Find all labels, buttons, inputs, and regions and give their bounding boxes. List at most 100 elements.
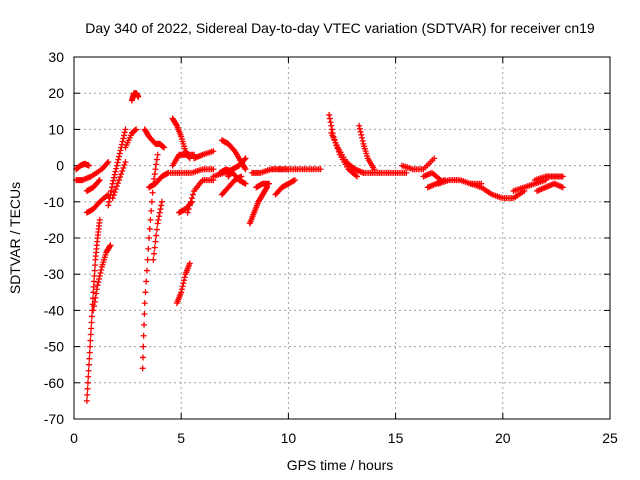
data-point-arc-03 xyxy=(92,262,99,269)
data-point-arc-43 xyxy=(559,184,566,191)
data-point-arc-11 xyxy=(153,161,160,168)
data-point-arc-04 xyxy=(96,276,103,283)
data-point-arc-07 xyxy=(108,187,115,194)
data-point-arc-07 xyxy=(111,171,118,178)
data-point-arc-04 xyxy=(90,307,97,314)
data-point-arc-03 xyxy=(91,273,98,280)
grid-lines xyxy=(74,57,610,419)
data-point-arc-08 xyxy=(112,186,119,193)
data-point-arc-03 xyxy=(88,313,95,320)
y-tick-labels: 30 20 10 0 -10 -20 -30 -40 -50 -60 -70 xyxy=(44,49,64,427)
data-point-arc-34 xyxy=(356,122,363,129)
data-point-arc-13 xyxy=(151,244,158,251)
data-point-arc-34 xyxy=(357,128,364,135)
y-tick-label: -30 xyxy=(44,266,64,282)
data-point-arc-11 xyxy=(152,166,159,173)
data-point-arc-03 xyxy=(88,319,95,326)
data-point-arc-26 xyxy=(242,180,249,187)
data-point-arc-03 xyxy=(83,397,90,404)
data-point-arc-04 xyxy=(93,290,100,297)
data-point-arc-08 xyxy=(113,183,120,190)
x-tick-label: 10 xyxy=(281,430,297,446)
x-tick-label: 25 xyxy=(602,430,618,446)
data-point-arc-06 xyxy=(95,178,102,185)
data-point-arc-34 xyxy=(359,137,366,144)
data-point-arc-03 xyxy=(91,267,98,274)
data-point-arc-25 xyxy=(241,156,248,163)
data-point-arc-08 xyxy=(120,165,127,172)
y-tick-label: 30 xyxy=(48,49,64,65)
data-point-arc-32 xyxy=(328,122,335,129)
data-point-arc-03 xyxy=(90,289,97,296)
data-point-arc-07 xyxy=(122,126,129,133)
data-point-arc-11 xyxy=(140,343,147,350)
data-point-arc-07 xyxy=(119,138,126,145)
data-point-arc-11 xyxy=(146,235,153,241)
data-point-arc-04 xyxy=(94,282,101,289)
data-point-arc-13 xyxy=(154,220,161,227)
data-point-arc-07 xyxy=(117,147,124,154)
data-point-arc-09 xyxy=(133,126,140,133)
data-point-arc-25 xyxy=(242,155,249,162)
data-point-arc-03 xyxy=(88,325,95,332)
data-point-arc-07 xyxy=(115,156,122,163)
data-point-arc-11 xyxy=(139,354,146,361)
data-point-arc-23 xyxy=(241,165,248,172)
data-point-arc-32 xyxy=(326,115,333,122)
data-point-arc-20 xyxy=(189,191,196,198)
data-point-arc-01 xyxy=(86,162,93,169)
data-point-arc-20 xyxy=(184,209,191,216)
data-point-arc-13 xyxy=(150,256,157,263)
data-point-arc-07 xyxy=(121,129,128,136)
data-point-arc-03 xyxy=(87,343,94,350)
data-point-arc-11 xyxy=(143,267,150,274)
y-tick-label: -10 xyxy=(44,194,64,210)
data-point-arc-08 xyxy=(117,174,124,181)
data-point-arc-23 xyxy=(230,146,237,153)
data-point-arc-11 xyxy=(142,289,149,296)
data-point-arc-11 xyxy=(141,321,148,328)
data-point-arc-11 xyxy=(154,151,161,158)
plot-frame xyxy=(73,56,611,420)
data-point-arc-10 xyxy=(135,93,142,100)
data-point-arc-04 xyxy=(98,266,105,273)
data-point-arc-20 xyxy=(187,198,194,205)
data-point-arc-32 xyxy=(326,111,333,118)
data-point-arc-07 xyxy=(114,159,121,166)
data-point-arc-04 xyxy=(92,294,99,301)
data-point-arc-02 xyxy=(105,158,112,165)
data-point-arc-08 xyxy=(109,195,116,202)
data-point-arc-08 xyxy=(119,168,126,175)
data-point-arc-11 xyxy=(149,189,156,196)
data-point-arc-11 xyxy=(147,216,154,223)
data-point-arc-11 xyxy=(148,198,155,205)
y-tick-label: 10 xyxy=(48,121,64,137)
y-tick-label: 20 xyxy=(48,85,64,101)
data-point-arc-32 xyxy=(354,173,361,180)
data-point-arc-07 xyxy=(113,165,120,172)
x-tick-label: 5 xyxy=(177,430,185,446)
data-point-arc-13 xyxy=(153,226,160,233)
y-tick-label: -70 xyxy=(44,411,64,427)
data-point-arc-07 xyxy=(110,177,117,184)
data-point-arc-07 xyxy=(120,135,127,142)
data-point-arc-08 xyxy=(121,161,128,168)
data-point-arc-13 xyxy=(151,250,158,257)
data-point-arc-07 xyxy=(109,180,116,187)
data-point-arc-08 xyxy=(114,180,121,187)
data-point-arc-20 xyxy=(186,202,193,209)
data-point-arc-32 xyxy=(328,126,335,133)
data-point-arc-08 xyxy=(111,189,118,196)
data-point-arc-11 xyxy=(141,311,148,318)
data-point-arc-04 xyxy=(96,273,103,280)
data-point-arc-34 xyxy=(359,134,366,141)
data-point-arc-15 xyxy=(173,121,180,128)
data-point-arc-11 xyxy=(153,156,160,163)
chart-title: Day 340 of 2022, Sidereal Day-to-day VTE… xyxy=(85,20,595,36)
data-point-arc-07 xyxy=(113,162,120,169)
y-tick-label: -60 xyxy=(44,375,64,391)
x-axis-label: GPS time / hours xyxy=(287,457,394,473)
data-point-arc-13 xyxy=(156,209,163,216)
data-point-arc-13 xyxy=(158,202,165,209)
